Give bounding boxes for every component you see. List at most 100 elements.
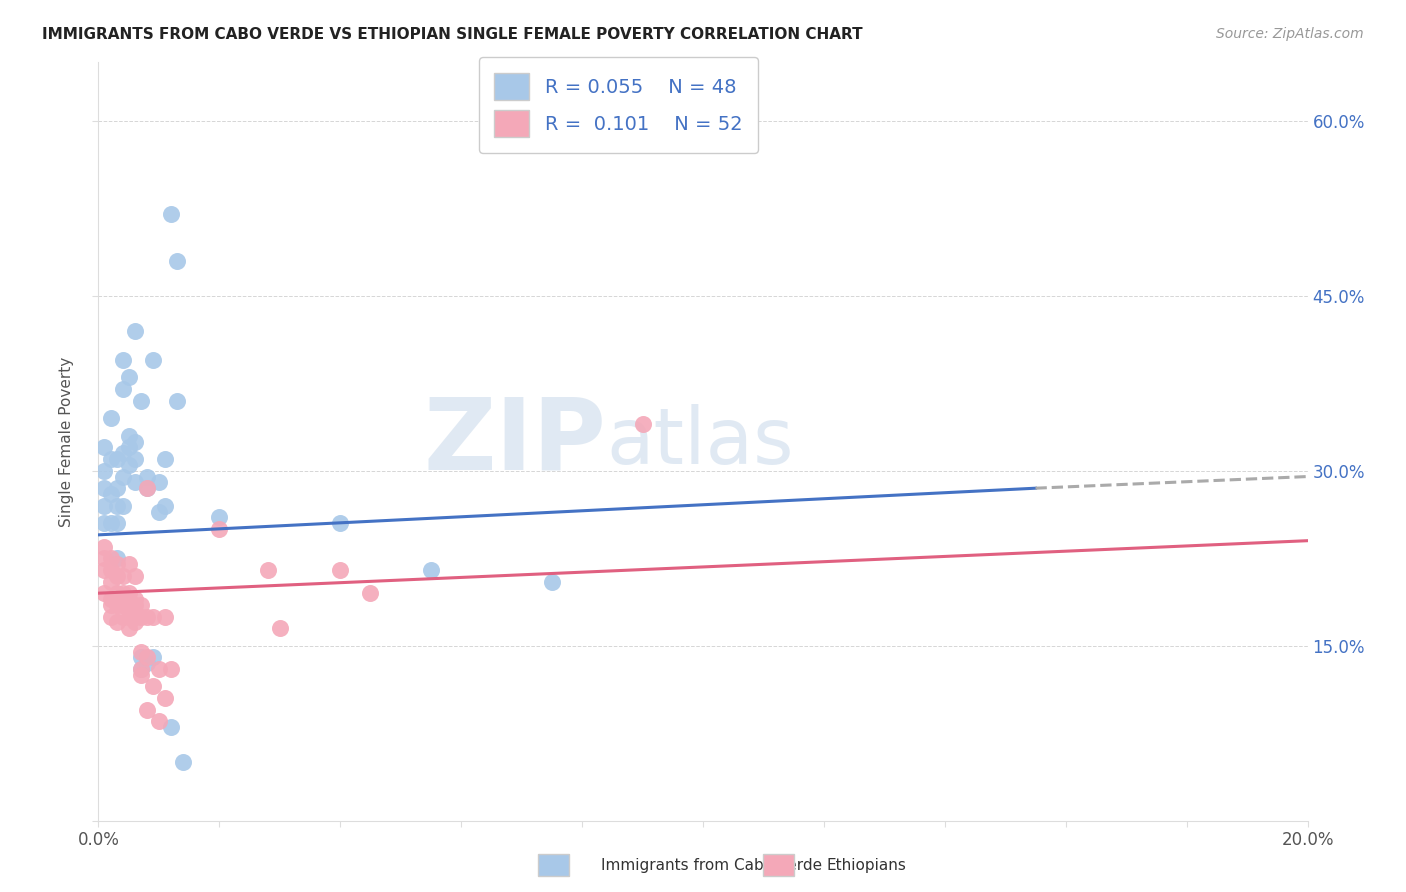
Point: [118, 370, 141, 384]
Point: [208, 510, 231, 524]
Point: [124, 475, 146, 490]
Point: [111, 586, 134, 600]
Point: [100, 609, 122, 624]
Point: [100, 598, 122, 612]
Point: [100, 563, 122, 577]
Point: [100, 452, 122, 467]
Point: [142, 680, 165, 694]
Text: ZIP: ZIP: [423, 393, 606, 490]
Point: [172, 756, 194, 770]
Point: [153, 499, 176, 513]
Point: [540, 574, 562, 589]
Point: [111, 352, 134, 367]
Point: [142, 352, 165, 367]
Point: [93, 464, 115, 478]
Point: [129, 609, 152, 624]
Point: [105, 598, 128, 612]
Point: [105, 557, 128, 571]
Point: [93, 586, 115, 600]
Point: [100, 516, 122, 531]
Point: [100, 592, 122, 607]
Point: [118, 441, 141, 455]
Point: [135, 650, 157, 665]
Point: [105, 516, 128, 531]
Point: [129, 393, 152, 408]
Point: [153, 609, 176, 624]
Point: [129, 644, 152, 658]
Point: [160, 720, 183, 734]
Text: IMMIGRANTS FROM CABO VERDE VS ETHIOPIAN SINGLE FEMALE POVERTY CORRELATION CHART: IMMIGRANTS FROM CABO VERDE VS ETHIOPIAN …: [42, 27, 863, 42]
Point: [93, 563, 115, 577]
Point: [93, 551, 115, 566]
Point: [105, 551, 128, 566]
Point: [93, 441, 115, 455]
Point: [111, 382, 134, 396]
Point: [153, 691, 176, 706]
Point: [129, 662, 152, 676]
Point: [124, 615, 146, 630]
Point: [148, 475, 170, 490]
Point: [148, 504, 170, 518]
Point: [256, 563, 278, 577]
Point: [135, 609, 157, 624]
Point: [124, 434, 146, 449]
Point: [124, 592, 146, 607]
Point: [129, 662, 152, 676]
Point: [93, 516, 115, 531]
Point: [129, 650, 152, 665]
Point: [118, 609, 141, 624]
Point: [160, 207, 183, 221]
Point: [105, 481, 128, 495]
Legend: R = 0.055    N = 48, R =  0.101    N = 52: R = 0.055 N = 48, R = 0.101 N = 52: [478, 57, 758, 153]
Point: [111, 598, 134, 612]
Point: [135, 703, 157, 717]
Point: [111, 499, 134, 513]
Point: [135, 481, 157, 495]
Point: [118, 586, 141, 600]
Point: [105, 568, 128, 582]
Point: [208, 522, 231, 536]
Point: [118, 428, 141, 442]
Point: [118, 621, 141, 635]
Text: atlas: atlas: [606, 403, 794, 480]
Point: [129, 598, 152, 612]
Point: [100, 574, 122, 589]
Point: [148, 662, 170, 676]
Point: [111, 446, 134, 460]
Point: [329, 516, 352, 531]
Point: [118, 557, 141, 571]
Point: [135, 656, 157, 670]
Point: [105, 615, 128, 630]
Point: [111, 469, 134, 483]
Point: [135, 481, 157, 495]
Point: [93, 499, 115, 513]
Point: [105, 499, 128, 513]
Point: [118, 598, 141, 612]
Text: Source: ZipAtlas.com: Source: ZipAtlas.com: [1216, 27, 1364, 41]
Point: [129, 668, 152, 682]
Point: [105, 452, 128, 467]
Point: [100, 551, 122, 566]
Point: [135, 469, 157, 483]
Point: [153, 452, 176, 467]
Point: [166, 393, 188, 408]
Point: [420, 563, 443, 577]
Point: [124, 598, 146, 612]
Point: [160, 662, 183, 676]
Point: [118, 458, 141, 472]
Point: [93, 540, 115, 554]
Point: [329, 563, 352, 577]
Point: [124, 452, 146, 467]
Point: [269, 621, 291, 635]
Point: [100, 487, 122, 501]
Point: [111, 609, 134, 624]
Point: [142, 650, 165, 665]
Point: [100, 411, 122, 425]
Point: [124, 324, 146, 338]
Point: [111, 568, 134, 582]
Text: Ethiopians: Ethiopians: [827, 858, 905, 872]
Point: [124, 609, 146, 624]
Y-axis label: Single Female Poverty: Single Female Poverty: [59, 357, 75, 526]
Point: [148, 714, 170, 729]
Point: [93, 481, 115, 495]
